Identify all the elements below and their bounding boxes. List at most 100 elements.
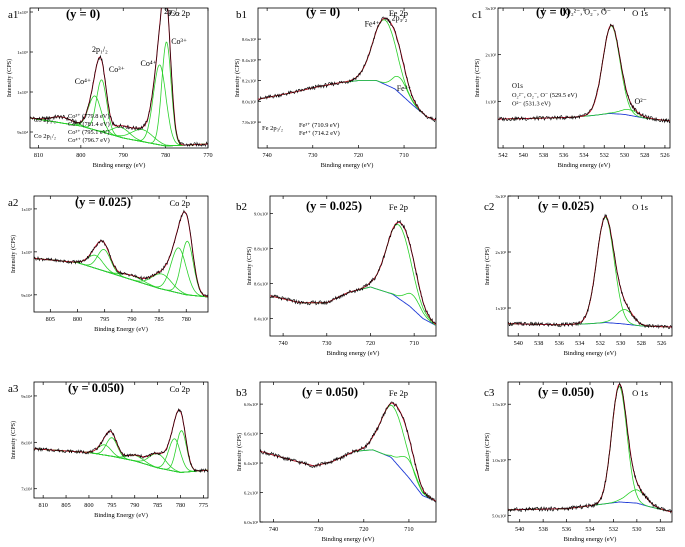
x-tick-label: 526 — [660, 152, 669, 159]
component-peak — [508, 386, 672, 513]
raw-spectrum — [30, 8, 208, 148]
x-tick-label: 532 — [600, 152, 609, 159]
peak-annotation: O₂²⁻, O₂⁻, O⁻ — [565, 8, 611, 17]
panel-b2: 740 730 720 710 8.4x10³ 8.6x10³ 8.8x10³ 9.0x10³… — [236, 195, 437, 357]
component-peak — [30, 116, 208, 147]
y-tick-label: 8.4x10³ — [242, 58, 257, 63]
x-tick-label: 740 — [278, 340, 287, 347]
fit-envelope — [498, 24, 670, 122]
panel-condition: (y = 0.050) — [68, 381, 124, 395]
x-tick-label: 800 — [73, 316, 82, 323]
x-tick-label: 536 — [555, 340, 564, 347]
x-tick-label: 740 — [269, 526, 278, 533]
x-tick-label: 720 — [359, 526, 368, 533]
x-tick-label: 740 — [262, 152, 271, 159]
panel-spectrum: Fe 2p — [389, 8, 408, 18]
component-peak — [34, 240, 208, 298]
curves — [258, 16, 436, 123]
x-tick-label: 805 — [46, 316, 55, 323]
x-tick-label: 542 — [498, 152, 507, 159]
peak-annotation: Fe³⁺ — [397, 84, 412, 93]
y-tick-label: 1x10³ — [495, 306, 506, 311]
x-tick-label: 530 — [616, 340, 625, 347]
component-peak — [30, 95, 208, 147]
y-tick-label: 1x10⁵ — [17, 10, 28, 15]
plot-frame — [497, 7, 671, 149]
fit-envelope — [270, 221, 436, 325]
y-tick-label: 1x10⁵ — [17, 50, 28, 55]
panel-spectrum: Co 2p — [169, 198, 190, 208]
x-tick-label: 536 — [562, 526, 571, 533]
y-tick-label: 8.2x10³ — [242, 79, 257, 84]
x-tick-label: 530 — [632, 526, 641, 533]
x-tick-label: 532 — [609, 526, 618, 533]
component-peak — [34, 257, 208, 298]
y-tick-label: 7.8x10³ — [242, 120, 257, 125]
y-tick-label: 9x10⁴ — [21, 394, 32, 399]
legend-c1: O1s O₂²⁻, O₂⁻, O⁻ (529.5 eV) O²⁻ (531.3 eV… — [512, 83, 577, 108]
plot-frame — [29, 7, 209, 149]
curves — [498, 23, 670, 124]
fit-envelope — [34, 211, 208, 298]
x-tick-label: 730 — [322, 340, 331, 347]
panel-label: c3 — [484, 387, 495, 399]
panel-condition: (y = 0) — [306, 5, 340, 19]
x-axis-title: Binding energy (eV) — [564, 536, 617, 543]
component-peak — [270, 286, 436, 326]
y-axis-title: Intensity (CPS) — [484, 247, 491, 285]
plot-frame — [507, 381, 673, 523]
x-tick-label: 528 — [637, 340, 646, 347]
fit-envelope — [34, 409, 208, 472]
y-tick-label: 1x10⁵ — [17, 90, 28, 95]
component-peak — [270, 224, 436, 326]
x-tick-label: 540 — [514, 340, 523, 347]
legend-item: Co³⁺ (779.8 eV) — [68, 113, 109, 120]
panel-condition: (y = 0.025) — [306, 199, 362, 213]
plot-frame — [269, 195, 437, 337]
x-tick-label: 540 — [515, 526, 524, 533]
component-peak — [30, 117, 208, 147]
x-tick-label: 805 — [61, 502, 70, 509]
x-axis-title: Binding energy (eV) — [321, 162, 374, 169]
x-axis-title: Binding energy (eV) — [93, 162, 146, 169]
component-peak — [30, 64, 208, 146]
curves — [270, 219, 436, 326]
panel-b3: 740 730 720 710 6.0x10³ 6.2x10³ 6.4x10³ 6.6x10³… — [236, 381, 437, 543]
y-tick-label: 8.6x10³ — [254, 282, 269, 287]
plot-frame — [33, 195, 209, 313]
panel-spectrum: O 1s — [632, 388, 648, 398]
legend-group-label: Co 2p₁/₂ — [34, 133, 56, 140]
y-tick-label: 6.6x10³ — [244, 432, 259, 437]
y-axis-title: Intensity (CPS) — [246, 247, 253, 285]
raw-spectrum — [498, 23, 670, 124]
y-tick-label: 1x10⁵ — [21, 250, 32, 255]
x-tick-label: 528 — [656, 526, 665, 533]
curves — [30, 8, 208, 148]
curves — [260, 401, 436, 504]
component-peak — [508, 216, 672, 328]
background-line — [508, 501, 672, 513]
y-tick-label: 8.0x10³ — [242, 99, 257, 104]
y-tick-label: 8.4x10³ — [254, 317, 269, 322]
x-tick-label: 530 — [620, 152, 629, 159]
panel-c2: 540 538 536 534 532 530 528 526 1x10³ 2x10³ 3x10³ B… — [484, 194, 673, 357]
x-tick-label: 534 — [575, 340, 584, 347]
plot-frame — [257, 7, 437, 149]
y-tick-label: 8.8x10³ — [254, 247, 269, 252]
fit-envelope — [258, 17, 436, 121]
x-tick-label: 790 — [130, 502, 139, 509]
x-tick-label: 775 — [199, 502, 208, 509]
x-tick-label: 710 — [404, 526, 413, 533]
y-tick-label: 2x10³ — [495, 250, 506, 255]
curves — [34, 407, 208, 474]
y-axis-title: Intensity (CPS) — [10, 235, 17, 273]
background-line — [34, 257, 208, 298]
panel-condition: (y = 0.050) — [302, 385, 358, 399]
x-axis-title: Binding energy (eV) — [564, 350, 617, 357]
y-axis-title: Intensity (CPS) — [484, 433, 491, 471]
y-tick-label: 9x10⁴ — [17, 130, 28, 135]
y-tick-label: 3x10³ — [495, 194, 506, 199]
panel-c3: 540 538 536 534 532 530 528 5.0x10² 1.0x10³ 1.5x1… — [484, 381, 673, 543]
plot-frame — [259, 381, 437, 523]
